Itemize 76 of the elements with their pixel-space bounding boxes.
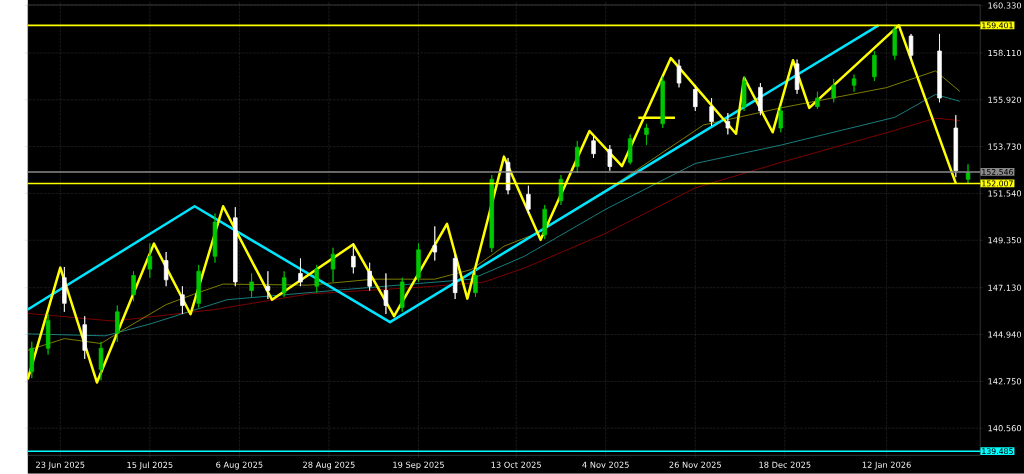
candlestick (367, 262, 372, 291)
y-tick-label: 160.330 (988, 2, 1022, 9)
y-tick-label: 140.560 (988, 425, 1022, 432)
candlestick (965, 164, 971, 185)
candlestick (741, 76, 747, 112)
candlestick (725, 112, 731, 135)
candlestick (676, 59, 682, 88)
y-tick-label: 149.350 (988, 237, 1022, 244)
line-series (26, 24, 880, 324)
y-tick-label: 142.750 (988, 378, 1022, 385)
candlestick (758, 82, 763, 116)
candlestick (575, 140, 580, 174)
candlestick (281, 270, 287, 298)
candlestick (489, 174, 494, 253)
candlestick (212, 213, 218, 264)
candlestick (180, 285, 185, 315)
candlestick (693, 84, 698, 112)
candlestick (314, 264, 319, 294)
x-tick-label: 15 Jul 2025 (127, 461, 173, 470)
candlestick (709, 97, 714, 127)
candlestick (607, 144, 613, 172)
candlestick (937, 33, 942, 103)
y-tick-label: 147.130 (988, 284, 1022, 291)
candlestick (399, 277, 405, 313)
candlestick (45, 313, 51, 356)
x-tick-label: 18 Dec 2025 (759, 461, 811, 468)
candlestick (526, 185, 531, 215)
y-tick-label: 155.920 (988, 96, 1022, 103)
x-tick-label: 23 Jun 2025 (36, 461, 85, 470)
y-tick-label: 158.110 (988, 49, 1022, 57)
candlestick (778, 106, 783, 133)
candlestick (115, 305, 120, 343)
candlestick (831, 78, 836, 103)
candlestick (815, 91, 820, 110)
candlestick (416, 243, 421, 283)
candlestick (452, 253, 458, 300)
x-tick-label: 13 Oct 2025 (491, 461, 541, 468)
candlestick (644, 123, 649, 146)
candlestick (473, 268, 478, 298)
candlestick (872, 50, 877, 82)
candlestick (908, 33, 914, 61)
candlestick (953, 114, 959, 178)
x-tick-label: 4 Nov 2025 (582, 461, 629, 468)
candlestick (82, 315, 87, 360)
line-series (27, 117, 961, 322)
candlestick (660, 76, 665, 129)
candlestick (851, 74, 857, 93)
candlestick (265, 270, 271, 300)
candlestick (147, 243, 153, 279)
candlestick (351, 243, 356, 274)
candlestick (542, 204, 547, 240)
candlestick (432, 226, 437, 262)
candlestick (558, 174, 564, 206)
y-tick-label: 151.540 (988, 190, 1022, 197)
y-tick-label: 144.940 (988, 331, 1022, 338)
candlestick (794, 59, 800, 95)
candlestick (330, 247, 336, 283)
candlestick (383, 273, 389, 315)
candlestick (233, 206, 238, 287)
candlestick (98, 341, 104, 381)
x-tick-label: 28 Aug 2025 (303, 461, 355, 470)
y-tick-label: 153.730 (988, 143, 1022, 150)
candlestick (29, 341, 35, 379)
candlestick (131, 270, 136, 302)
x-tick-label: 12 Jan 2026 (862, 461, 911, 470)
x-tick-label: 6 Aug 2025 (216, 461, 263, 470)
candlestick (62, 266, 67, 313)
x-tick-label: 26 Nov 2025 (669, 461, 721, 468)
candlestick (298, 258, 303, 287)
candlestick (627, 134, 633, 165)
x-tick-label: 19 Sep 2025 (393, 461, 444, 470)
candlestick (249, 273, 254, 298)
candlestick (196, 264, 201, 309)
candlestick (892, 25, 897, 61)
candlestick (163, 251, 169, 287)
candlestick (591, 136, 596, 159)
